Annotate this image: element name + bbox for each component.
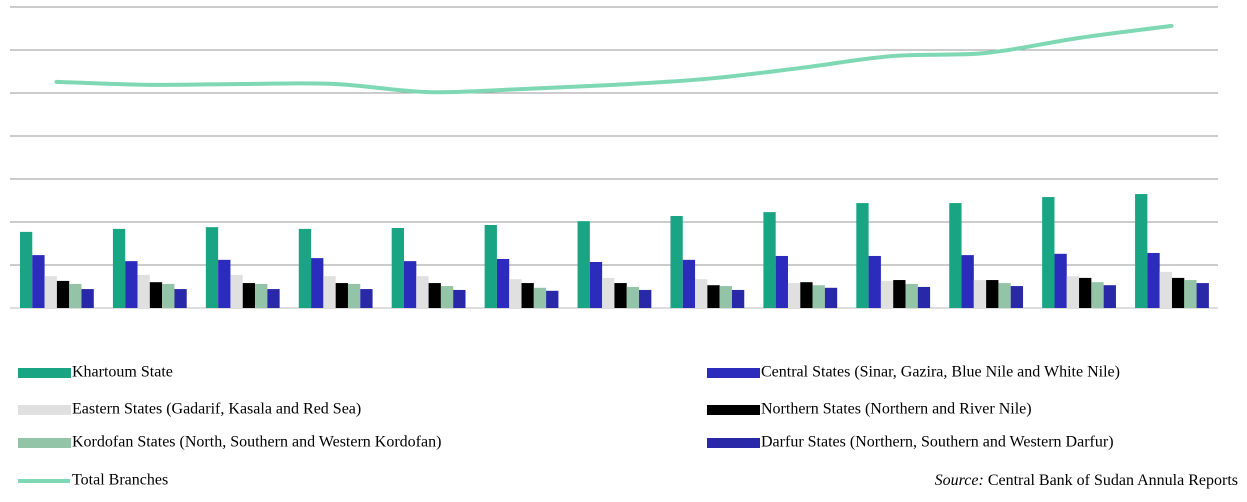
bar bbox=[1010, 286, 1024, 308]
bar bbox=[1091, 282, 1104, 308]
bar bbox=[391, 228, 404, 308]
bar bbox=[205, 227, 219, 308]
bar bbox=[787, 283, 801, 308]
legend-label: Central States (Sinar, Gazira, Blue Nile… bbox=[761, 364, 1120, 381]
bar bbox=[577, 221, 590, 308]
bar bbox=[521, 283, 534, 308]
bar bbox=[56, 280, 70, 308]
bar bbox=[880, 280, 894, 308]
bar bbox=[298, 228, 312, 308]
bar bbox=[1103, 285, 1116, 308]
bar bbox=[174, 289, 187, 308]
bar bbox=[255, 283, 268, 308]
bar bbox=[496, 258, 510, 308]
bar bbox=[998, 283, 1011, 308]
bar bbox=[1135, 194, 1148, 308]
bar bbox=[69, 283, 82, 308]
legend-swatch bbox=[707, 438, 760, 448]
bar bbox=[125, 261, 138, 308]
bar bbox=[868, 255, 881, 308]
bar bbox=[614, 283, 627, 308]
bar bbox=[775, 255, 788, 308]
bar bbox=[1159, 271, 1172, 308]
legend-swatch bbox=[18, 368, 71, 378]
legend-label: Eastern States (Gadarif, Kasala and Red … bbox=[72, 401, 361, 418]
bar bbox=[32, 255, 45, 308]
bar bbox=[546, 290, 559, 308]
bar bbox=[230, 274, 243, 308]
bar bbox=[149, 282, 163, 308]
bar bbox=[533, 287, 547, 308]
legend-swatch bbox=[707, 405, 760, 415]
bar bbox=[1184, 280, 1197, 308]
legend-label: Darfur States (Northern, Southern and We… bbox=[761, 434, 1114, 451]
bar bbox=[905, 283, 918, 308]
bar bbox=[1054, 253, 1067, 308]
legend: Khartoum State Central States (Sinar, Gaz… bbox=[18, 364, 1120, 489]
bar bbox=[218, 259, 231, 308]
bar bbox=[453, 289, 466, 308]
bar bbox=[360, 289, 373, 308]
bar bbox=[961, 255, 974, 308]
bar bbox=[347, 283, 361, 308]
bar bbox=[323, 276, 336, 308]
line bbox=[54, 23, 1174, 95]
bar bbox=[416, 276, 429, 308]
bar bbox=[1079, 277, 1092, 308]
bar bbox=[589, 261, 603, 308]
bar bbox=[112, 228, 126, 308]
bar bbox=[626, 286, 640, 308]
bar bbox=[824, 287, 838, 308]
bar bbox=[509, 279, 522, 308]
bar bbox=[20, 231, 33, 308]
bar bbox=[1147, 252, 1160, 308]
marks bbox=[20, 23, 1209, 308]
legend-swatch bbox=[18, 438, 71, 448]
bar bbox=[162, 283, 175, 308]
bar bbox=[81, 289, 94, 308]
bar bbox=[731, 289, 745, 308]
legend-swatch bbox=[18, 405, 71, 415]
bar bbox=[973, 280, 987, 308]
bar bbox=[602, 277, 615, 308]
bar bbox=[484, 225, 497, 308]
bar bbox=[1042, 197, 1055, 308]
bar bbox=[440, 286, 454, 308]
bar bbox=[670, 215, 683, 308]
source-text: Central Bank of Sudan Annula Reports bbox=[988, 472, 1238, 489]
bar bbox=[707, 285, 720, 308]
legend-label: Khartoum State bbox=[72, 364, 173, 381]
bar bbox=[949, 203, 962, 308]
bar bbox=[812, 285, 825, 308]
bar bbox=[639, 289, 652, 308]
bar bbox=[917, 286, 931, 308]
grid bbox=[10, 6, 1218, 309]
legend-label: Kordofan States (North, Southern and Wes… bbox=[72, 434, 441, 451]
bar bbox=[403, 261, 417, 308]
bar bbox=[719, 286, 732, 308]
bar bbox=[335, 283, 348, 308]
bar bbox=[763, 212, 776, 308]
bar bbox=[800, 282, 813, 308]
bar bbox=[682, 259, 696, 308]
bar bbox=[242, 283, 256, 308]
bar bbox=[856, 203, 869, 308]
legend-swatch bbox=[707, 368, 760, 378]
bar bbox=[44, 276, 57, 308]
legend-label: Northern States (Northern and River Nile… bbox=[761, 401, 1032, 418]
bar bbox=[1196, 283, 1209, 308]
bar bbox=[893, 280, 906, 308]
bar bbox=[137, 274, 150, 308]
bar bbox=[311, 258, 324, 308]
bar bbox=[428, 283, 441, 308]
legend-label: Total Branches bbox=[72, 472, 168, 489]
source-label: Source: bbox=[935, 472, 984, 489]
source-note: Source: Central Bank of Sudan Annula Repo… bbox=[935, 472, 1238, 489]
bar bbox=[1066, 276, 1080, 308]
bar bbox=[267, 289, 280, 308]
bar bbox=[986, 280, 999, 308]
bar bbox=[1171, 277, 1185, 308]
bar bbox=[695, 279, 708, 308]
